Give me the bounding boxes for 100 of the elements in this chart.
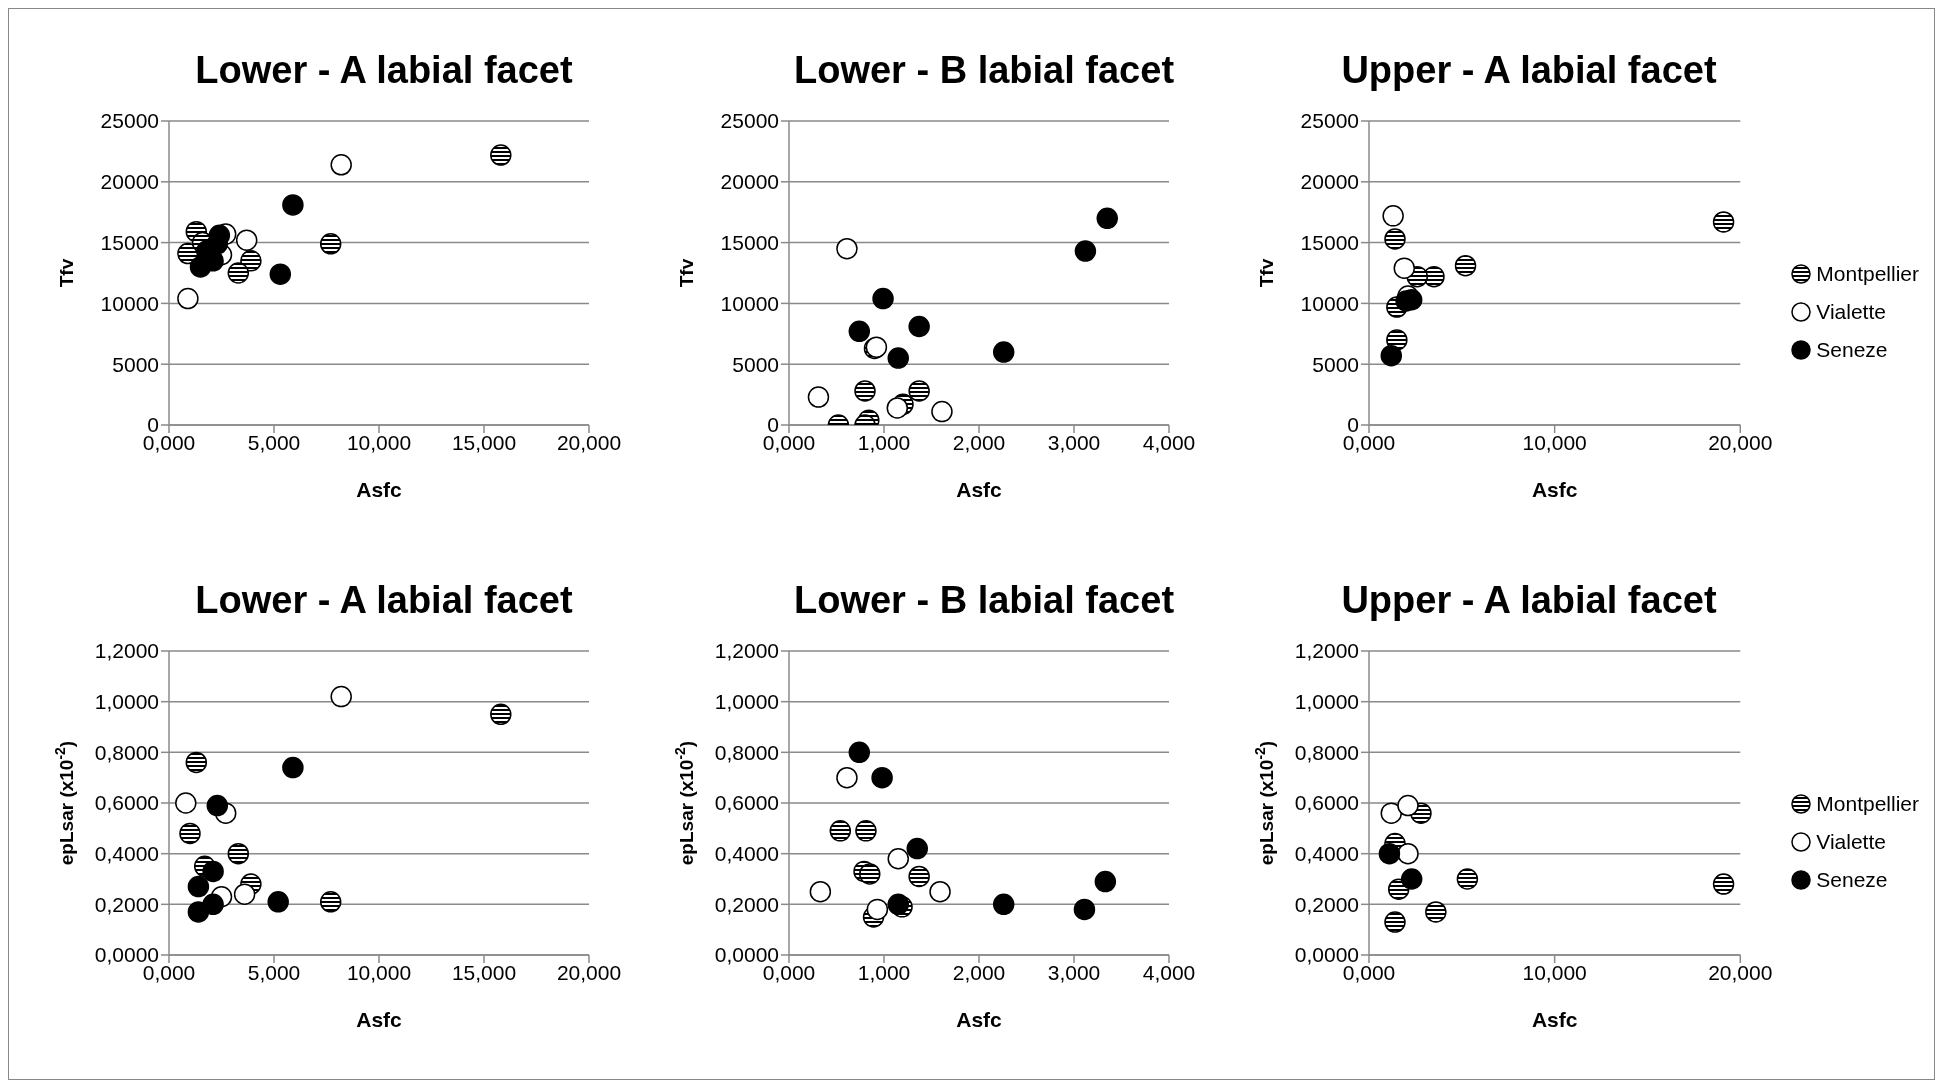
x-tick-label: 4,000 bbox=[1142, 430, 1196, 454]
x-axis-title: Asfc bbox=[956, 1008, 1003, 1031]
y-tick-label: 0,6000 bbox=[94, 791, 159, 815]
legend-label: Montpellier bbox=[1816, 792, 1919, 816]
y-tick-label: 20000 bbox=[100, 170, 159, 194]
y-tick-label: 0 bbox=[147, 413, 159, 437]
point bbox=[1393, 257, 1416, 279]
point bbox=[855, 820, 877, 842]
point bbox=[187, 875, 210, 898]
point bbox=[202, 860, 224, 883]
legend-label: Seneze bbox=[1816, 868, 1888, 892]
point bbox=[175, 792, 197, 814]
point bbox=[908, 380, 930, 402]
y-tick-label: 0,2000 bbox=[1294, 892, 1359, 916]
point bbox=[848, 320, 871, 343]
point bbox=[177, 287, 199, 310]
point bbox=[992, 893, 1015, 916]
x-tick-label: 15,000 bbox=[451, 960, 517, 984]
y-tick-label: 1,2000 bbox=[1294, 639, 1359, 663]
x-tick-label: 1,000 bbox=[857, 960, 911, 984]
point bbox=[282, 194, 304, 216]
chart-title: Lower - A labial facet bbox=[194, 579, 574, 623]
y-tick-label: 10000 bbox=[1300, 291, 1359, 315]
point bbox=[330, 154, 352, 176]
point bbox=[267, 891, 289, 913]
point bbox=[1384, 228, 1406, 250]
y-tick-label: 25000 bbox=[1300, 109, 1359, 133]
y-axis-title: Tfv bbox=[1256, 258, 1277, 288]
point bbox=[836, 237, 858, 260]
y-tick-label: 25000 bbox=[100, 109, 159, 133]
y-tick-label: 15000 bbox=[1300, 231, 1359, 255]
y-axis-title: Tfv bbox=[56, 258, 77, 288]
point bbox=[1096, 207, 1118, 230]
x-tick-label: 3,000 bbox=[1047, 960, 1101, 984]
point bbox=[1712, 873, 1735, 895]
y-tick-label: 1,0000 bbox=[1294, 690, 1359, 714]
point bbox=[330, 685, 352, 708]
x-tick-label: 2,000 bbox=[952, 960, 1006, 984]
point bbox=[240, 250, 262, 272]
point bbox=[185, 751, 208, 774]
y-tick-label: 0,8000 bbox=[1294, 740, 1359, 764]
point bbox=[269, 263, 292, 285]
y-tick-label: 15000 bbox=[100, 231, 159, 255]
point bbox=[206, 794, 229, 817]
point bbox=[872, 287, 894, 310]
legend-label: Vialette bbox=[1816, 300, 1886, 324]
y-tick-label: 0,4000 bbox=[714, 842, 779, 866]
point bbox=[227, 842, 250, 865]
y-tick-label: 1,2000 bbox=[94, 639, 159, 663]
x-tick-label: 20,000 bbox=[1708, 430, 1773, 454]
x-tick-label: 20,000 bbox=[556, 960, 622, 984]
y-tick-label: 1,0000 bbox=[714, 690, 779, 714]
point bbox=[1397, 842, 1419, 865]
x-axis-title: Asfc bbox=[356, 478, 403, 501]
y-tick-label: 5000 bbox=[1312, 352, 1359, 376]
point bbox=[227, 262, 250, 284]
y-tick-label: 5000 bbox=[112, 352, 159, 376]
point bbox=[319, 891, 342, 913]
legend-label: Vialette bbox=[1816, 830, 1886, 854]
point bbox=[871, 766, 893, 789]
y-tick-label: 10000 bbox=[100, 291, 159, 315]
point bbox=[1425, 901, 1447, 923]
x-tick-label: 2,000 bbox=[952, 430, 1006, 454]
x-tick-label: 3,000 bbox=[1047, 430, 1101, 454]
point bbox=[1456, 868, 1479, 890]
chart-title: Lower - B labial facet bbox=[792, 579, 1176, 623]
x-tick-label: 5,000 bbox=[247, 430, 301, 454]
y-tick-label: 15000 bbox=[720, 231, 779, 255]
point bbox=[848, 741, 871, 764]
point bbox=[887, 847, 909, 870]
y-tick-label: 0,0000 bbox=[94, 943, 159, 967]
y-tick-label: 25000 bbox=[720, 109, 779, 133]
y-tick-label: 0,2000 bbox=[94, 892, 159, 916]
point bbox=[908, 315, 930, 338]
y-tick-label: 20000 bbox=[1300, 170, 1359, 194]
point bbox=[319, 233, 342, 255]
y-tick-label: 0,8000 bbox=[94, 740, 159, 764]
x-tick-label: 20,000 bbox=[1708, 960, 1773, 984]
point bbox=[992, 341, 1015, 363]
y-axis-title: Tfv bbox=[676, 258, 697, 288]
x-tick-label: 20,000 bbox=[556, 430, 622, 454]
x-tick-label: 1,000 bbox=[857, 430, 911, 454]
point bbox=[1380, 344, 1403, 367]
chart-title: Upper - A labial facet bbox=[1340, 49, 1718, 93]
x-axis-title: Asfc bbox=[956, 478, 1003, 501]
chart-title: Upper - A labial facet bbox=[1340, 579, 1718, 623]
chart-title: Lower - A labial facet bbox=[194, 49, 574, 93]
x-tick-label: 5,000 bbox=[247, 960, 301, 984]
x-tick-label: 15,000 bbox=[451, 430, 517, 454]
point bbox=[929, 880, 951, 903]
x-tick-label: 10,000 bbox=[346, 430, 412, 454]
point bbox=[887, 347, 909, 369]
y-tick-label: 0,6000 bbox=[1294, 791, 1359, 815]
point bbox=[931, 400, 953, 423]
y-tick-label: 0,8000 bbox=[714, 740, 779, 764]
point bbox=[1094, 870, 1117, 893]
point bbox=[1454, 254, 1477, 277]
point bbox=[1378, 842, 1401, 865]
point bbox=[233, 883, 256, 905]
x-tick-label: 10,000 bbox=[1522, 960, 1587, 984]
